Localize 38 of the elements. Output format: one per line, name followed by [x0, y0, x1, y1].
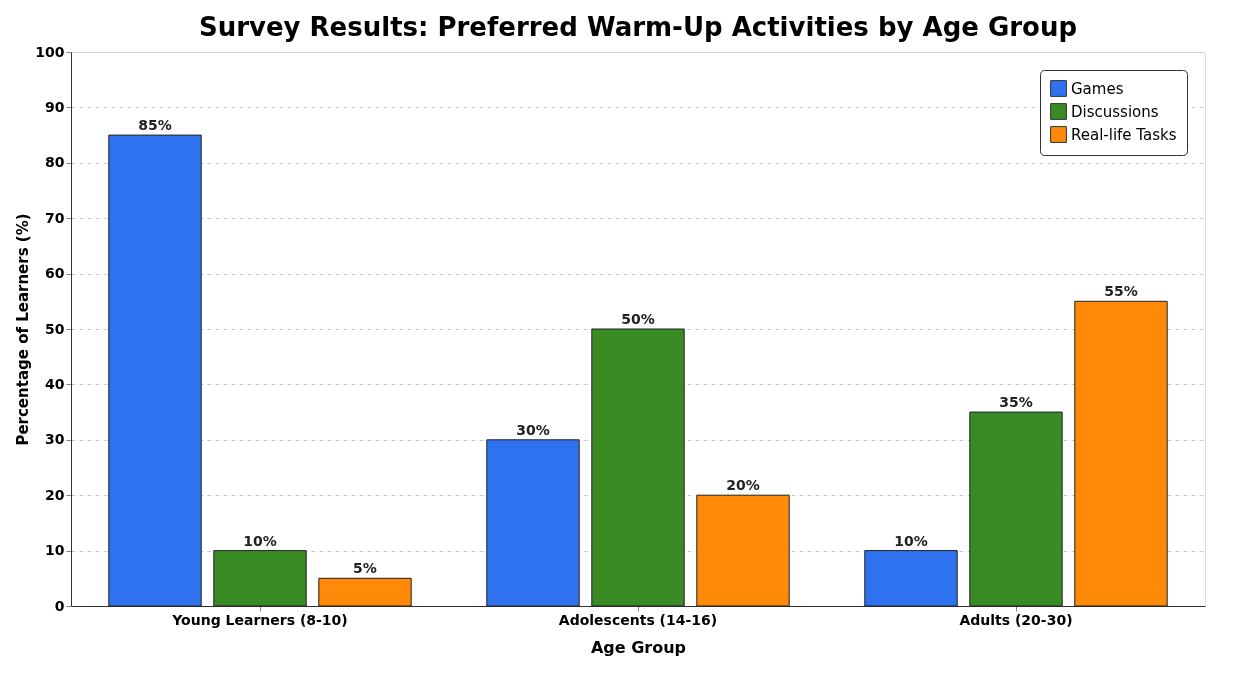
bar [591, 328, 685, 607]
y-tick-label: 30 [45, 431, 65, 448]
y-tick-label: 80 [45, 154, 65, 171]
legend-label: Discussions [1071, 102, 1159, 121]
y-tick-label: 100 [35, 43, 65, 60]
y-tick-label: 70 [45, 209, 65, 226]
x-tick-label: Adolescents (14-16) [558, 611, 718, 628]
data-label: 50% [621, 311, 655, 327]
bar [969, 411, 1063, 607]
legend-label: Real-life Tasks [1071, 125, 1177, 144]
data-label: 5% [353, 560, 377, 577]
bar [213, 550, 307, 607]
bar [318, 577, 412, 607]
bar [864, 550, 958, 607]
data-label: 10% [894, 532, 928, 549]
y-tick-label: 40 [45, 375, 65, 392]
x-tick-label: Adults (20-30) [959, 611, 1073, 628]
data-label: 10% [243, 532, 277, 549]
y-tick-label: 10 [45, 542, 65, 559]
y-tick-label: 60 [45, 265, 65, 282]
data-label: 20% [726, 477, 760, 494]
legend-label: Games [1071, 79, 1124, 98]
y-tick-label: 20 [45, 486, 65, 503]
y-tick-label: 50 [45, 320, 65, 337]
chart-title: Survey Results: Preferred Warm-Up Activities by Age Group [198, 12, 1078, 42]
x-tick-label: Young Learners (8-10) [171, 611, 348, 628]
bar [486, 439, 580, 607]
y-tick-label: 0 [54, 597, 65, 614]
bar [696, 494, 790, 607]
data-label: 30% [516, 421, 550, 438]
bar [1074, 300, 1168, 607]
y-axis-title: Percentage of Learners (%) [14, 213, 33, 446]
data-label: 35% [999, 394, 1033, 411]
bar [108, 134, 202, 607]
y-tick-label: 90 [45, 98, 65, 115]
data-label: 55% [1104, 283, 1138, 300]
data-label: 85% [138, 117, 172, 134]
x-axis-title: Age Group [590, 637, 687, 657]
